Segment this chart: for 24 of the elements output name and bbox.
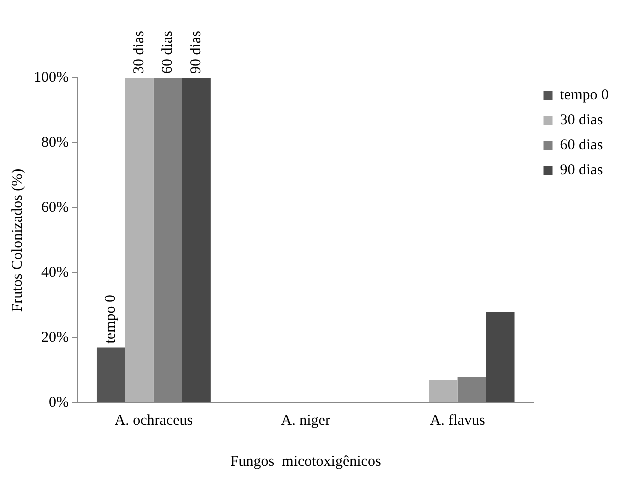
annotation: 90 dias (188, 30, 205, 74)
x-axis-title: Fungos micotoxigênicos (230, 454, 382, 470)
y-tick-label: 20% (41, 330, 69, 346)
y-tick-label: 60% (41, 200, 69, 216)
annotation: 30 dias (132, 30, 148, 74)
legend-label: 60 dias (560, 137, 604, 154)
x-tick-label: A. niger (281, 412, 330, 429)
y-tick-label: 100% (34, 70, 69, 86)
annotation: tempo 0 (103, 295, 120, 344)
legend-label: 90 dias (560, 162, 604, 178)
annotation: 60 dias (160, 30, 176, 74)
y-tick-label: 0% (48, 394, 69, 411)
bar (182, 78, 211, 402)
legend-label: 30 dias (560, 112, 604, 128)
x-tick-label: A. ochraceus (114, 412, 194, 429)
legend-label: tempo 0 (560, 87, 610, 104)
bar (486, 312, 515, 402)
x-tick-label: A. flavus (430, 412, 486, 429)
bar (125, 78, 154, 402)
y-tick-label: 40% (41, 264, 69, 281)
y-tick-label: 80% (41, 134, 69, 151)
bar (429, 380, 458, 402)
y-axis-title: Frutos Colonizados (%) (10, 168, 26, 312)
bar (96, 348, 126, 402)
